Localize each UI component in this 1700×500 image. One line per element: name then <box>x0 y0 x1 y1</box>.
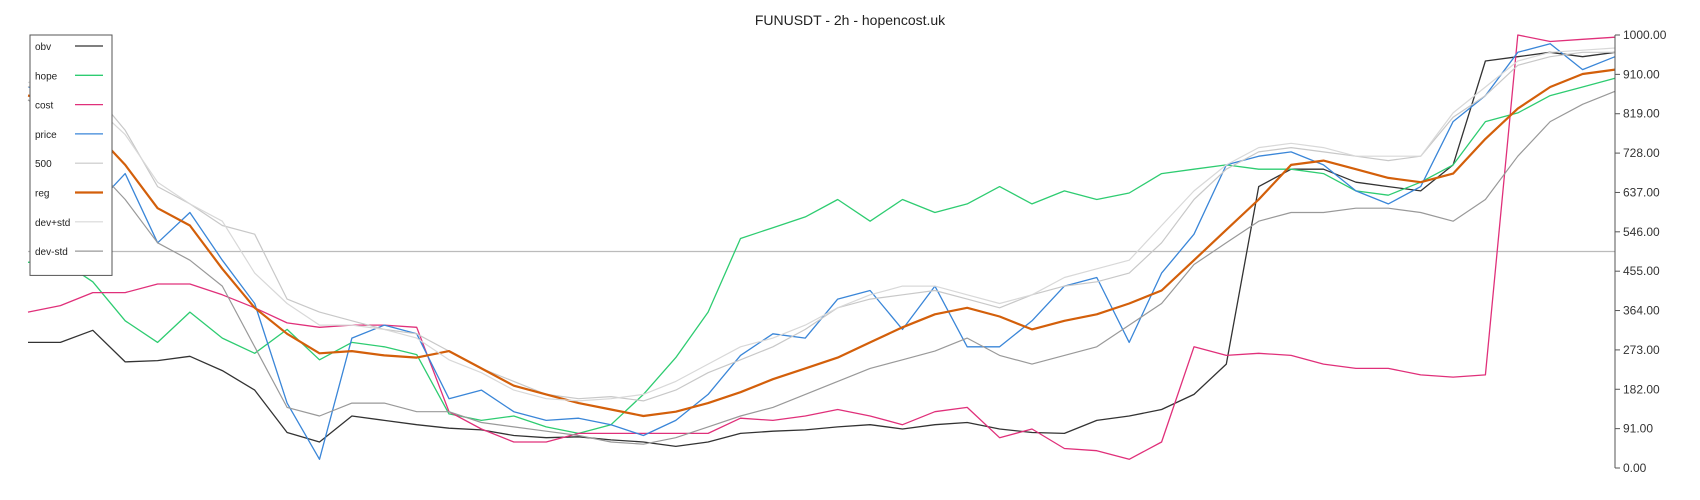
y-tick-label: 91.00 <box>1623 422 1653 436</box>
legend-label: cost <box>35 101 54 112</box>
legend-label: reg <box>35 189 49 200</box>
y-tick-label: 1000.00 <box>1623 28 1667 42</box>
legend-label: obv <box>35 42 51 53</box>
y-tick-label: 182.00 <box>1623 382 1660 396</box>
series-line-hope <box>27 77 1616 435</box>
legend-label: price <box>35 130 57 141</box>
y-axis: 0.00 91.00 182.00 273.00 364.00 455.00 546.00 6… <box>1614 28 1667 475</box>
series-line-reg <box>27 68 1616 418</box>
legend-label: dev+std <box>35 218 70 229</box>
series-line-dev-std <box>27 47 1616 402</box>
legend-label: hope <box>35 71 58 82</box>
plot-series <box>27 34 1616 460</box>
legend-label: dev-std <box>35 247 68 258</box>
y-tick-label: 910.00 <box>1623 67 1660 81</box>
legend-label: 500 <box>35 159 52 170</box>
series-line-dev-std <box>27 90 1616 445</box>
chart-title: FUNUSDT - 2h - hopencost.uk <box>755 12 946 28</box>
y-tick-label: 273.00 <box>1623 343 1660 357</box>
series-line-obv <box>28 51 1616 448</box>
y-tick-label: 364.00 <box>1623 304 1660 318</box>
y-tick-label: 0.00 <box>1623 461 1647 475</box>
series-line-500 <box>27 51 1615 402</box>
legend: obv hope cost price 500 reg dev+std dev-std <box>29 34 113 276</box>
y-tick-label: 455.00 <box>1623 264 1660 278</box>
y-tick-label: 728.00 <box>1623 146 1660 160</box>
y-tick-label: 546.00 <box>1623 225 1660 239</box>
series-line-cost <box>27 34 1616 460</box>
y-tick-label: 637.00 <box>1623 185 1660 199</box>
y-tick-label: 819.00 <box>1623 107 1660 121</box>
